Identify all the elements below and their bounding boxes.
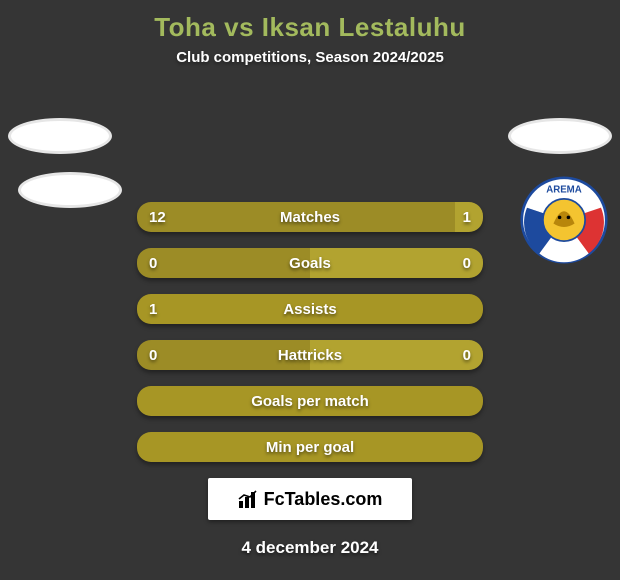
svg-text:AREMA: AREMA [546, 185, 581, 196]
chart-icon [238, 489, 258, 509]
bar-left-fill [137, 386, 483, 416]
bar-right-value: 0 [451, 340, 483, 370]
bar-right-value: 1 [451, 202, 483, 232]
bar-track [137, 386, 483, 416]
bar-track [137, 248, 483, 278]
bar-left-value: 12 [137, 202, 178, 232]
bar-row: Matches121 [137, 202, 483, 232]
bar-row: Min per goal [137, 432, 483, 462]
bar-track [137, 432, 483, 462]
player1-club-placeholder [18, 172, 122, 208]
bar-left-fill [137, 294, 483, 324]
bar-track [137, 202, 483, 232]
player1-avatar-placeholder [8, 118, 112, 154]
bar-row: Assists1 [137, 294, 483, 324]
bar-row: Goals00 [137, 248, 483, 278]
page-subtitle: Club competitions, Season 2024/2025 [0, 49, 620, 66]
player2-avatar-placeholder [508, 118, 612, 154]
bar-left-fill [137, 432, 483, 462]
bar-track [137, 294, 483, 324]
badge-text: FcTables.com [264, 489, 383, 510]
bar-left-value: 0 [137, 248, 169, 278]
page-root: Toha vs Iksan Lestaluhu Club competition… [0, 0, 620, 580]
bar-right-value: 0 [451, 248, 483, 278]
bar-row: Goals per match [137, 386, 483, 416]
comparison-bars: Matches121Goals00Assists1Hattricks00Goal… [137, 84, 483, 462]
fctables-badge[interactable]: FcTables.com [208, 478, 412, 520]
page-date: 4 december 2024 [0, 538, 620, 558]
page-title: Toha vs Iksan Lestaluhu [0, 12, 620, 43]
bar-left-fill [137, 202, 455, 232]
bar-track [137, 340, 483, 370]
bar-left-value: 1 [137, 294, 169, 324]
player2-club-crest: AREMA [520, 176, 608, 264]
bar-left-value: 0 [137, 340, 169, 370]
bar-row: Hattricks00 [137, 340, 483, 370]
